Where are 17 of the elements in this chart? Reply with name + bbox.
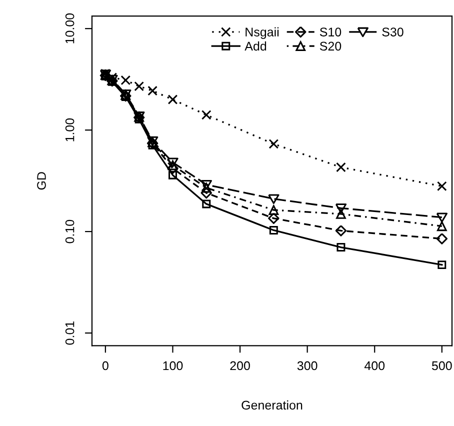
- legend-label: S10: [320, 28, 342, 36]
- legend-label: Add: [244, 41, 266, 51]
- x-tick-label: 100: [163, 361, 183, 370]
- x-tick-label: 200: [230, 361, 250, 370]
- y-tick-label: 1.00: [65, 118, 74, 142]
- x-tick-label: 400: [364, 361, 385, 370]
- y-tick-label: 10.00: [65, 13, 74, 44]
- y-tick-label: 0.01: [65, 321, 74, 345]
- legend-label: S30: [382, 28, 404, 36]
- legend-label: Nsgaii: [246, 27, 279, 39]
- legend-label: S20: [320, 42, 342, 51]
- x-axis-title: Generation: [242, 400, 302, 410]
- y-axis-title: GD: [37, 172, 46, 190]
- x-tick-label: 500: [432, 361, 452, 370]
- x-tick-label: 300: [297, 361, 318, 370]
- y-tick-label: 0.10: [65, 220, 74, 244]
- x-tick-label: 0: [102, 361, 108, 370]
